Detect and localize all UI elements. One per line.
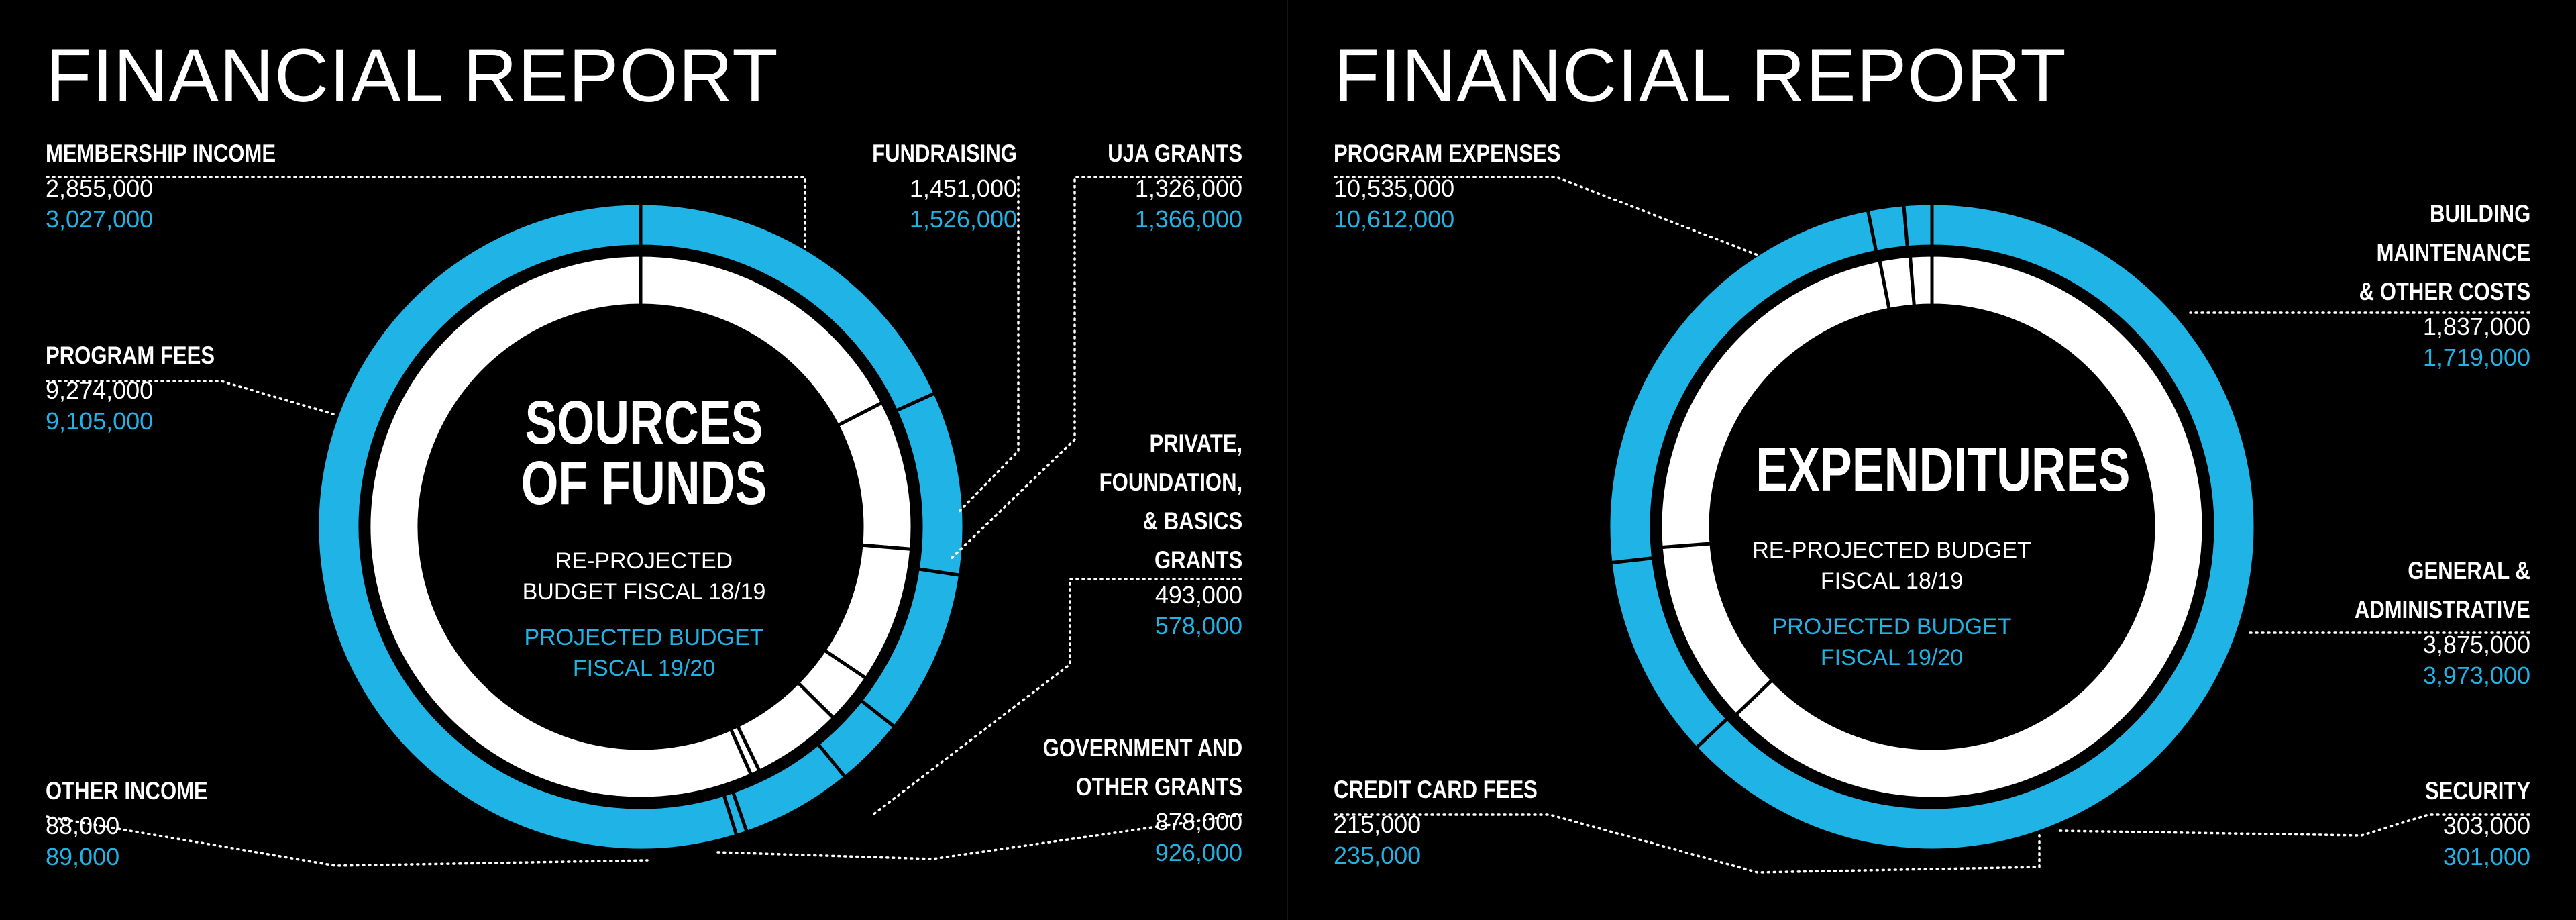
value-1920: 235,000 <box>1334 841 1421 869</box>
sources-donut-chart <box>46 176 1242 867</box>
leader-line <box>871 578 1242 817</box>
leader-line <box>46 176 806 248</box>
label-security: SECURITY 303,000 301,000 <box>2405 772 2530 872</box>
chart-title-line-1: SOURCES <box>525 389 763 457</box>
value-1819: 9,274,000 <box>46 376 154 404</box>
expenditures-center: EXPENDITURES RE-PROJECTED BUDGET FISCAL … <box>1717 436 2131 673</box>
expenditures-donut-chart <box>1334 176 2530 874</box>
value-1920: 926,000 <box>1155 839 1242 866</box>
label-general-administrative: GENERAL & ADMINISTRATIVE 3,875,000 3,973… <box>2321 552 2530 691</box>
value-1819: 2,855,000 <box>46 174 154 202</box>
value-1920: 3,973,000 <box>2422 662 2530 689</box>
label-program-fees: PROGRAM FEES 9,274,000 9,105,000 <box>46 336 247 437</box>
leader-line <box>46 380 337 416</box>
report-title: FINANCIAL REPORT <box>1334 34 2067 117</box>
value-1819: 303,000 <box>2443 812 2530 839</box>
value-1920: 3,027,000 <box>46 205 154 233</box>
value-1920: 10,612,000 <box>1334 205 1455 233</box>
label-fundraising: FUNDRAISING 1,451,000 1,526,000 <box>845 134 1017 235</box>
label-membership-income: MEMBERSHIP INCOME 2,855,000 3,027,000 <box>46 134 319 235</box>
label-other-income: OTHER INCOME 88,000 89,000 <box>46 772 239 872</box>
label-building-maintenance: BUILDING MAINTENANCE & OTHER COSTS 1,837… <box>2326 195 2530 373</box>
legend-1920-line-2: FISCAL 19/20 <box>572 656 716 681</box>
value-1819: 215,000 <box>1334 811 1421 838</box>
sources-panel: FINANCIAL REPORT SOURCES OF FUNDS RE-PRO… <box>46 34 1242 872</box>
legend-1920-line-1: PROJECTED BUDGET <box>524 625 764 650</box>
chart-title-line-2: OF FUNDS <box>521 449 767 517</box>
slice-inner-program-fees <box>367 253 754 801</box>
report-title: FINANCIAL REPORT <box>46 34 779 117</box>
value-1819: 88,000 <box>46 812 120 839</box>
label-private-foundation-grants: PRIVATE, FOUNDATION, & BASICS GRANTS 493… <box>1072 424 1242 642</box>
legend-1819-line-1: RE-PROJECTED BUDGET <box>1752 538 2031 563</box>
value-1819: 878,000 <box>1155 808 1242 835</box>
slice-inner-program-expenses <box>1733 253 2206 801</box>
value-1819: 493,000 <box>1155 581 1242 609</box>
leader-line <box>1334 813 2041 874</box>
legend-1819-line-2: FISCAL 18/19 <box>1820 568 1964 594</box>
value-1819: 10,535,000 <box>1334 174 1455 202</box>
value-1819: 1,451,000 <box>909 174 1017 202</box>
legend-1920-line-2: FISCAL 19/20 <box>1820 645 1964 670</box>
slice-outer-program-expenses <box>1693 201 2257 852</box>
legend-1819-line-2: BUDGET FISCAL 18/19 <box>522 579 766 605</box>
label-program-expenses: PROGRAM EXPENSES 10,535,000 10,612,000 <box>1334 134 1604 235</box>
value-1920: 9,105,000 <box>46 407 154 435</box>
chart-title-line-1: EXPENDITURES <box>1756 436 2131 504</box>
value-1819: 3,875,000 <box>2422 631 2530 658</box>
value-1920: 1,719,000 <box>2422 344 2530 371</box>
value-1920: 578,000 <box>1155 612 1242 640</box>
slice-inner-credit-card-fees <box>1908 253 1934 308</box>
leader-line <box>948 176 1242 562</box>
expenditures-panel: FINANCIAL REPORT EXPENDITURES RE-PROJECT… <box>1288 0 2576 920</box>
leader-line <box>958 176 1020 513</box>
sources-center: SOURCES OF FUNDS RE-PROJECTED BUDGET FIS… <box>483 389 805 684</box>
legend-1920-line-1: PROJECTED BUDGET <box>1772 614 2012 640</box>
legend-1819-line-1: RE-PROJECTED <box>555 548 733 574</box>
slice-outer-program-fees <box>315 201 739 852</box>
leader-line <box>716 813 1242 860</box>
leader-line <box>1334 176 1759 256</box>
leader-line <box>46 815 649 867</box>
slice-outer-credit-card-fees <box>1902 201 1934 250</box>
label-uja-grants: UJA GRANTS 1,326,000 1,366,000 <box>1082 134 1242 235</box>
value-1920: 1,366,000 <box>1134 205 1242 233</box>
leader-line <box>2058 813 2530 837</box>
value-1920: 89,000 <box>46 843 120 870</box>
value-1819: 1,326,000 <box>1134 174 1242 202</box>
value-1920: 301,000 <box>2443 843 2530 870</box>
label-government-other-grants: GOVERNMENT AND OTHER GRANTS 878,000 926,… <box>1005 729 1242 868</box>
value-1819: 1,837,000 <box>2422 313 2530 340</box>
panel-divider <box>1287 0 1288 920</box>
slice-outer-security <box>1866 203 1910 254</box>
value-1920: 1,526,000 <box>909 205 1017 233</box>
label-credit-card-fees: CREDIT CARD FEES 215,000 235,000 <box>1334 770 1576 871</box>
